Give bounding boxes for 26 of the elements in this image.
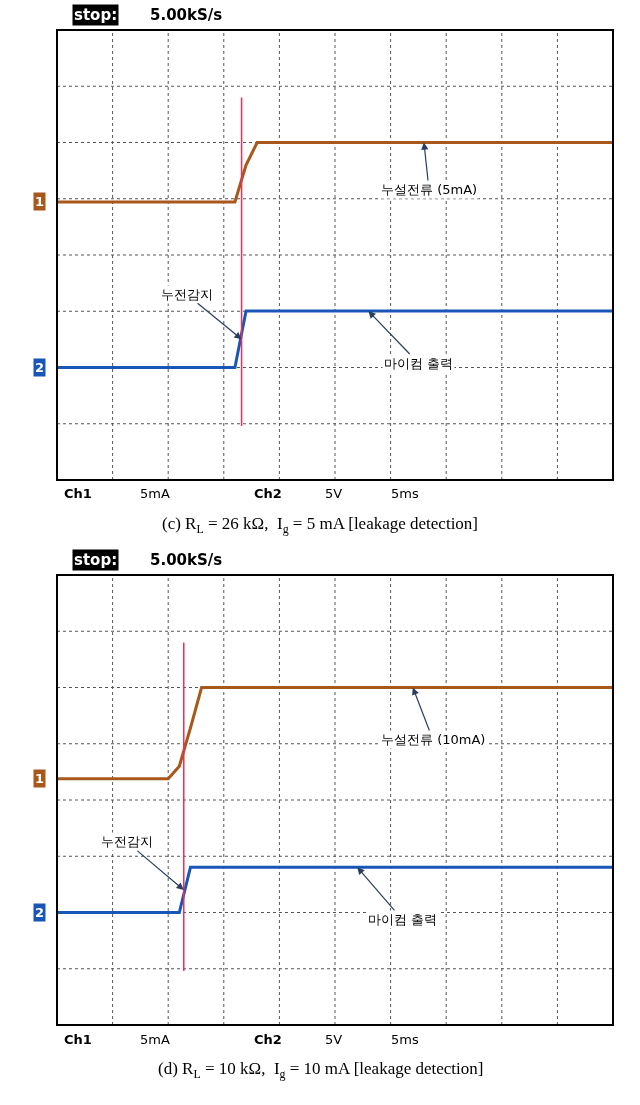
annotation: 마이컴 출력 [368, 912, 438, 927]
series-label: 1 [35, 771, 45, 786]
text: Ch2 [254, 1032, 282, 1047]
annotation: 누설전류 (5mA) [381, 182, 478, 197]
text: 5ms [391, 486, 419, 501]
text: 5mA [140, 1032, 170, 1047]
text: Ch2 [254, 486, 282, 501]
series-label: 1 [35, 194, 45, 209]
series-label: 2 [35, 905, 45, 920]
text: (c) R$_{L}$ = 26 kΩ, I$_{g}$ = 5 mA [leakage detection] [162, 514, 479, 536]
text: stop: [74, 6, 118, 24]
text: 5.00kS/s [150, 551, 223, 569]
annotation: 마이컴 출력 [384, 356, 454, 371]
annotation: 누설전류 (10mA) [381, 732, 486, 747]
series-label: 2 [35, 360, 45, 375]
text: Ch1 [64, 1032, 92, 1047]
text: 5V [325, 1032, 343, 1047]
text: 5mA [140, 486, 170, 501]
text: 5V [325, 486, 343, 501]
annotation: 누전감지 [161, 287, 213, 302]
text: 5.00kS/s [150, 6, 223, 24]
text: 5ms [391, 1032, 419, 1047]
text: stop: [74, 551, 118, 569]
text: (d) R$_{L}$ = 10 kΩ, I$_{g}$ = 10 mA [leakage detection] [158, 1059, 484, 1081]
annotation: 누전감지 [101, 834, 153, 849]
text: Ch1 [64, 486, 92, 501]
